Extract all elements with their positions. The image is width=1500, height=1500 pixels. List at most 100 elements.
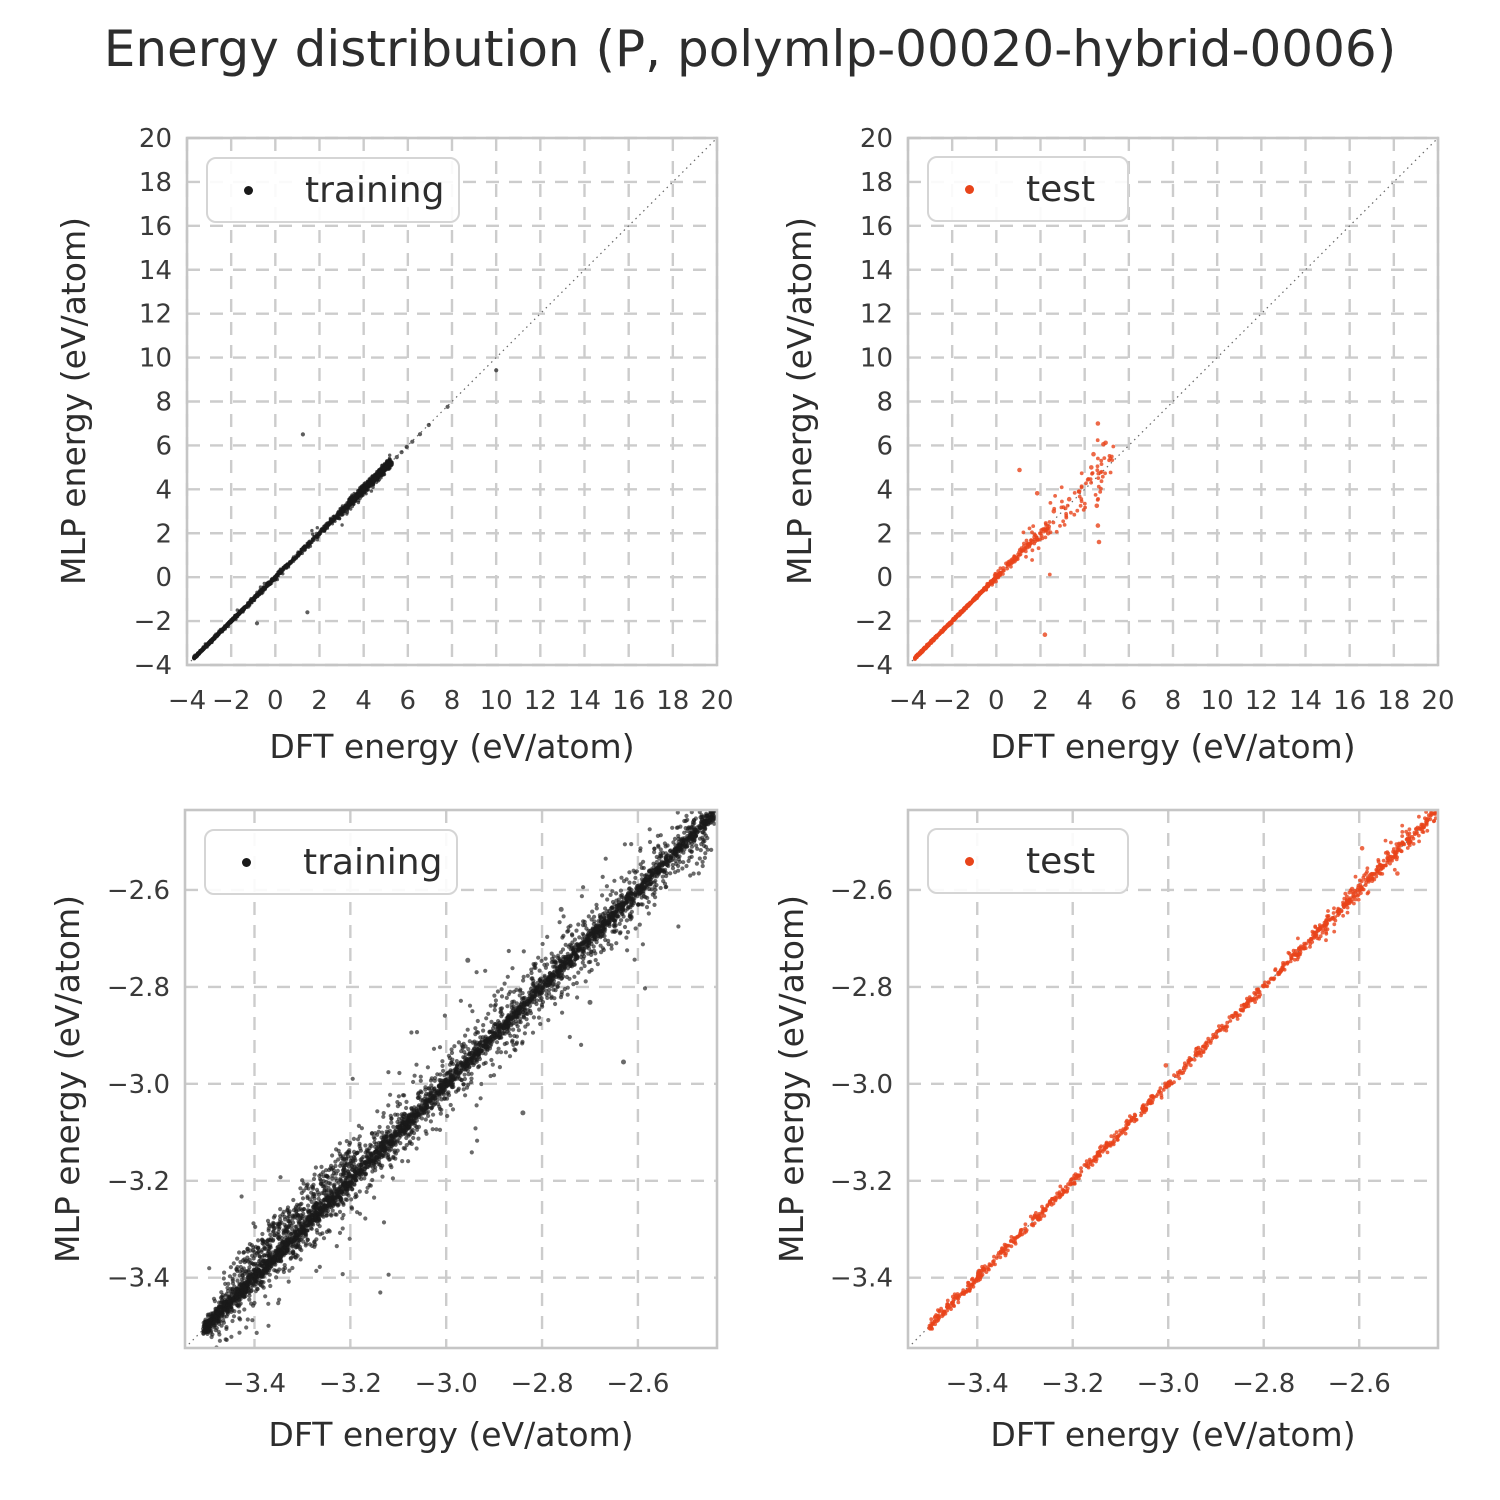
data-point (229, 619, 233, 624)
data-point (996, 569, 1001, 573)
data-point (923, 646, 928, 650)
data-point (1100, 474, 1105, 479)
outlier-point (1034, 491, 1040, 496)
data-point (1031, 524, 1036, 528)
data-point (352, 496, 357, 501)
y-tick-label: 20 (139, 124, 172, 154)
data-point (956, 613, 961, 618)
outlier-point (1089, 465, 1094, 470)
data-point (328, 520, 333, 525)
data-point (984, 587, 989, 592)
outlier-point (1095, 421, 1101, 426)
data-point (292, 556, 296, 561)
data-point (1033, 539, 1038, 544)
data-point (1093, 493, 1098, 497)
data-point (350, 504, 355, 509)
data-point (1103, 471, 1107, 476)
data-point (339, 513, 343, 517)
x-tick-label: 14 (568, 686, 601, 716)
data-point (1084, 481, 1088, 486)
y-tick-label: 12 (139, 300, 172, 330)
data-point (1036, 546, 1041, 551)
data-point (203, 645, 207, 650)
x-tick-label: 0 (267, 686, 284, 716)
data-point (366, 488, 371, 492)
data-point (958, 610, 963, 614)
data-point (1095, 464, 1100, 469)
x-tick-label: 4 (1076, 686, 1093, 716)
data-point (1005, 566, 1009, 571)
data-point (920, 648, 925, 653)
y-tick-label: 8 (876, 388, 893, 418)
data-point (1099, 469, 1104, 474)
data-point (966, 603, 971, 608)
data-point (345, 510, 350, 514)
x-tick-label: 6 (1121, 686, 1138, 716)
data-point (284, 564, 289, 568)
outlier-point (494, 368, 499, 373)
x-tick-label: 10 (480, 686, 513, 716)
outlier-point (445, 404, 450, 409)
x-tick-label: −2 (933, 686, 971, 716)
data-point (324, 523, 328, 527)
data-point (1012, 555, 1016, 560)
data-point (294, 556, 299, 560)
data-point (265, 584, 269, 588)
data-point (1024, 554, 1028, 559)
outlier-point (404, 444, 409, 450)
data-point (375, 470, 379, 474)
panel-top_right: −4 −2 0 2 4 6 8 10 12 14 16 18 20−4−2024681012141618… (855, 124, 1455, 716)
data-point (199, 650, 203, 654)
data-point (1082, 501, 1087, 506)
data-point (1089, 480, 1093, 485)
x-tick-label: 18 (1377, 686, 1410, 716)
outlier-point (305, 610, 310, 615)
data-point (220, 628, 224, 632)
data-point (1061, 505, 1066, 510)
outlier-point (1096, 539, 1102, 545)
x-tick-label: −4 (168, 686, 206, 716)
data-point (311, 532, 315, 536)
plot-frame (906, 136, 1440, 667)
data-point (204, 643, 209, 647)
plot-frame (185, 136, 719, 667)
data-point (310, 528, 314, 533)
data-point (1030, 540, 1034, 545)
data-point (255, 594, 259, 598)
x-tick-label: 8 (1165, 686, 1182, 716)
outlier-point (300, 432, 305, 437)
data-point (315, 538, 319, 542)
data-point (929, 639, 934, 643)
data-point (1047, 520, 1052, 524)
y-tick-label: −4 (134, 651, 172, 681)
data-point (1098, 490, 1103, 494)
data-point (944, 624, 949, 629)
data-point (1061, 519, 1066, 524)
data-point (1096, 471, 1101, 476)
data-point (1095, 468, 1100, 473)
y-tick-label: 12 (860, 300, 893, 330)
data-point (1027, 526, 1032, 531)
data-point (1072, 491, 1077, 495)
data-point (1102, 456, 1107, 460)
data-point (1059, 485, 1064, 490)
outlier-point (1076, 489, 1082, 494)
data-point (998, 566, 1003, 571)
data-point (262, 581, 266, 586)
y-tick-label: 18 (860, 168, 893, 198)
data-point (359, 494, 364, 498)
y-tick-label: 14 (860, 256, 893, 286)
x-tick-label: 18 (656, 686, 689, 716)
x-tick-label: 4 (355, 686, 372, 716)
data-point (1046, 527, 1051, 531)
data-point (1072, 512, 1077, 517)
data-point (315, 535, 319, 539)
x-tick-label: 2 (1032, 686, 1049, 716)
data-point (1024, 538, 1029, 543)
data-point (1001, 572, 1005, 576)
y-tick-label: 6 (876, 431, 893, 461)
data-point (240, 608, 244, 612)
data-point (308, 541, 312, 545)
data-point (341, 510, 345, 514)
data-point (1088, 477, 1093, 482)
